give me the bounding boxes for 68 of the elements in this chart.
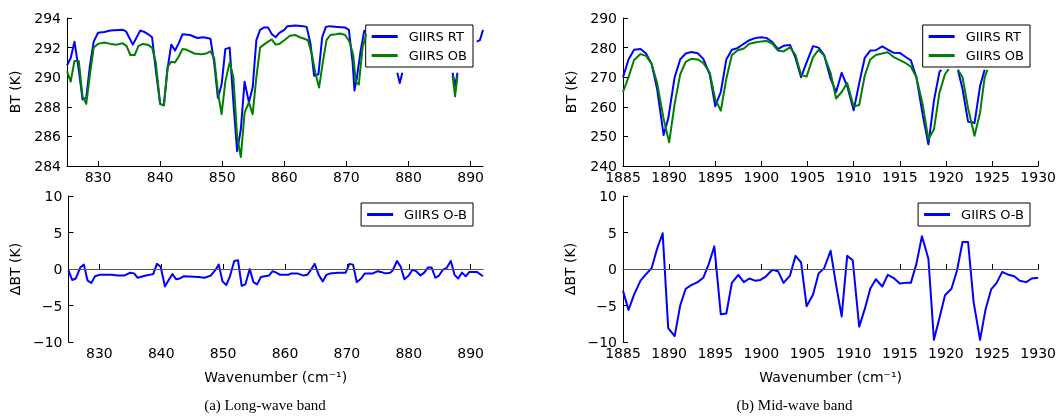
y-tick-label: 280 xyxy=(590,39,617,56)
y-tick-label: 288 xyxy=(34,98,61,115)
x-tick-label: 1920 xyxy=(928,169,964,185)
x-tick-label: 860 xyxy=(271,345,299,361)
legend-label: GIIRS OB xyxy=(965,48,1024,63)
y-tick-label: −5 xyxy=(596,297,617,314)
line-series xyxy=(67,259,484,288)
y-tick-label: 292 xyxy=(34,39,61,56)
x-tick-label: 840 xyxy=(146,169,174,185)
x-tick-label: 1915 xyxy=(881,345,918,361)
x-tick-label: 1920 xyxy=(928,345,964,361)
y-tick-label: −5 xyxy=(41,297,63,314)
legend-label: GIIRS RT xyxy=(965,29,1021,44)
y-axis-title: BT (K) xyxy=(563,70,579,114)
x-tick-label: 880 xyxy=(395,345,423,361)
y-tick-label: 286 xyxy=(34,128,62,145)
legend-label: GIIRS OB xyxy=(408,48,467,63)
x-tick-label: 830 xyxy=(84,169,112,185)
y-tick-label: 5 xyxy=(53,224,63,241)
x-tick-label: 850 xyxy=(209,345,237,361)
y-tick-label: 284 xyxy=(34,158,62,174)
x-tick-label: 1925 xyxy=(974,169,1010,185)
x-tick-label: 1890 xyxy=(651,169,687,185)
x-tick-label: 1905 xyxy=(789,169,826,185)
y-tick-label: 0 xyxy=(53,261,63,277)
legend-label: GIIRS O-B xyxy=(404,207,468,222)
x-tick-label: 1900 xyxy=(743,169,780,185)
y-axis-title: BT (K) xyxy=(7,70,23,114)
y-tick-label: 290 xyxy=(590,10,617,26)
x-tick-label: 1915 xyxy=(881,169,918,185)
y-tick-label: 290 xyxy=(34,69,61,86)
x-tick-label: 1895 xyxy=(697,169,734,185)
x-tick-label: 1890 xyxy=(651,345,687,361)
x-axis-title: Wavenumber (cm⁻¹) xyxy=(204,369,348,385)
x-tick-label: 840 xyxy=(147,345,175,361)
x-tick-label: 1895 xyxy=(697,345,734,361)
x-tick-label: 1930 xyxy=(1020,169,1057,185)
x-tick-label: 1905 xyxy=(789,345,826,361)
y-tick-label: 5 xyxy=(608,224,617,241)
text: (a) Long-wave band xyxy=(204,396,327,414)
x-tick-label: 890 xyxy=(457,169,484,185)
y-tick-label: 270 xyxy=(590,69,617,86)
x-tick-label: 1925 xyxy=(974,345,1010,361)
legend-label: GIIRS RT xyxy=(408,29,464,44)
y-axis-title: ΔBT (K) xyxy=(7,242,23,296)
x-tick-label: 890 xyxy=(457,345,484,361)
y-tick-label: −10 xyxy=(32,334,63,350)
y-tick-label: 260 xyxy=(590,98,617,115)
legend-label: GIIRS O-B xyxy=(961,207,1025,222)
y-tick-label: 10 xyxy=(599,188,617,204)
y-tick-label: 250 xyxy=(590,128,617,145)
y-axis-title: ΔBT (K) xyxy=(561,242,578,296)
x-tick-label: 870 xyxy=(333,345,361,361)
x-tick-label: 1930 xyxy=(1020,345,1057,361)
y-tick-label: 0 xyxy=(608,261,617,277)
x-tick-label: 850 xyxy=(208,169,236,185)
x-tick-label: 860 xyxy=(270,169,298,185)
x-tick-label: 830 xyxy=(86,345,113,361)
x-tick-label: 1910 xyxy=(835,345,872,361)
x-axis-title: Wavenumber (cm⁻¹) xyxy=(759,369,902,385)
text: (b) Mid-wave band xyxy=(736,396,853,414)
x-tick-label: 1900 xyxy=(743,345,780,361)
y-tick-label: 10 xyxy=(44,188,63,204)
x-tick-label: 880 xyxy=(395,169,422,185)
x-tick-label: 1910 xyxy=(835,169,872,185)
x-tick-label: 870 xyxy=(333,169,360,185)
y-tick-label: 294 xyxy=(34,10,62,26)
line-series xyxy=(622,232,1040,341)
